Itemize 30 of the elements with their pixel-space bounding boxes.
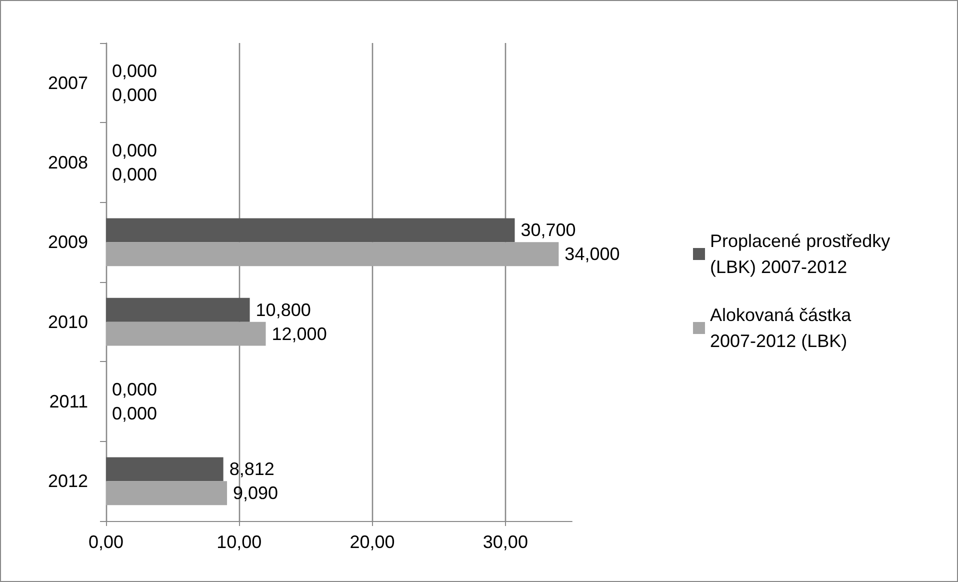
data-label: 9,090	[233, 483, 278, 504]
data-label: 0,000	[112, 380, 158, 400]
data-label: 0,000	[112, 140, 158, 161]
data-label: 0,000	[112, 403, 158, 424]
bar	[106, 218, 515, 242]
bar	[106, 298, 250, 322]
x-tick-label: 20,00	[350, 532, 395, 552]
data-label: 0,000	[112, 60, 158, 81]
legend-label: Proplacené prostředky (LBK) 2007-2012	[710, 231, 896, 277]
y-tick-label: 2009	[48, 232, 88, 252]
x-tick-label: 30,00	[482, 532, 528, 552]
bar	[106, 322, 266, 346]
legend-label: Alokovaná částka 2007-2012 (LBK)	[710, 305, 856, 351]
x-tick-label: 0,00	[88, 532, 124, 552]
data-label: 0,000	[112, 164, 158, 184]
y-tick-label: 2007	[48, 72, 88, 93]
data-label: 12,000	[272, 324, 327, 344]
bar	[106, 242, 559, 266]
y-tick-label: 2012	[48, 471, 88, 492]
y-tick-label: 2011	[49, 392, 88, 412]
bar	[106, 457, 224, 482]
x-tick-label: 10,00	[216, 532, 262, 552]
y-tick-label: 2010	[48, 312, 88, 332]
data-label: 34,000	[564, 244, 620, 264]
data-label: 8,812	[229, 459, 274, 480]
data-label: 0,000	[112, 84, 158, 105]
y-tick-label: 2008	[48, 152, 88, 172]
data-label: 10,800	[256, 300, 311, 320]
bar	[106, 481, 228, 506]
data-label: 30,700	[520, 220, 576, 240]
